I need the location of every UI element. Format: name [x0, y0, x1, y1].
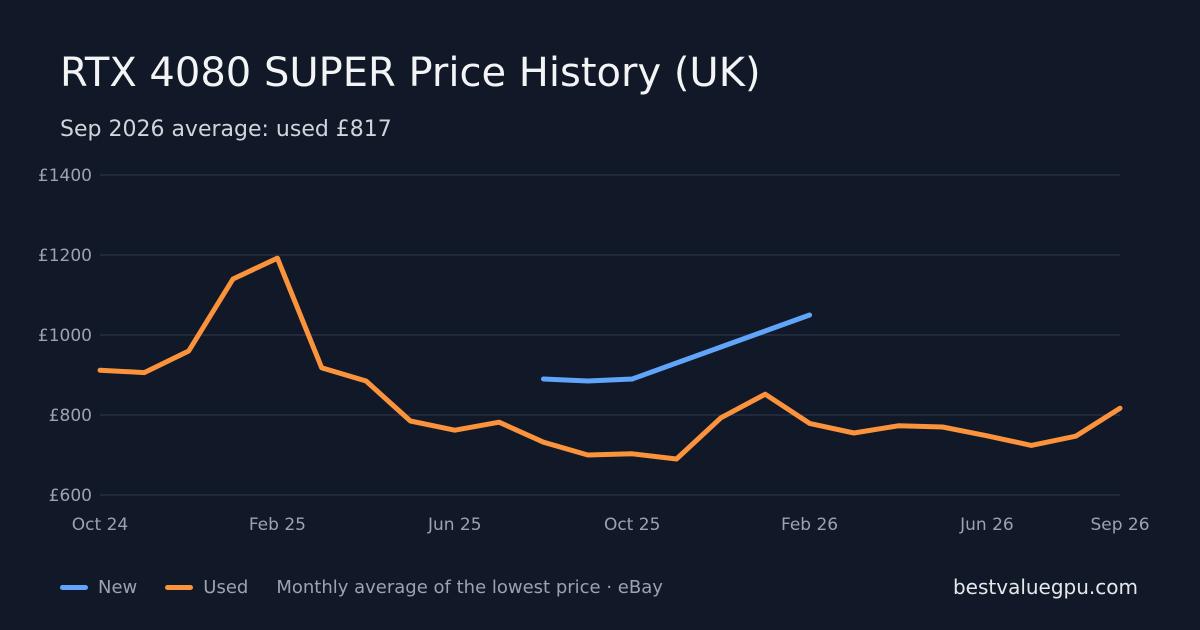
legend-item-used[interactable]: Used — [165, 577, 248, 598]
y-tick-label: £800 — [49, 406, 92, 426]
y-tick-label: £600 — [49, 486, 92, 506]
y-tick-label: £1400 — [38, 166, 92, 186]
y-tick-label: £1000 — [38, 326, 92, 346]
x-tick-label: Feb 26 — [781, 515, 838, 535]
series-line-used — [97, 255, 1123, 462]
legend-swatch-new — [60, 584, 88, 590]
series-line-new — [541, 312, 813, 384]
legend-label-used: Used — [203, 576, 249, 598]
y-tick-label: £1200 — [38, 246, 92, 266]
chart-title: RTX 4080 SUPER Price History (UK) — [60, 50, 761, 96]
source-note: Monthly average of the lowest price · eB… — [276, 576, 663, 598]
x-tick-label: Feb 25 — [249, 515, 306, 535]
y-axis-ticks: £600 £800 £1000 £1200 £1400 — [38, 166, 92, 506]
chart-subtitle: Sep 2026 average: used £817 — [60, 117, 392, 142]
x-tick-label: Sep 26 — [1090, 515, 1149, 535]
x-axis-ticks: Oct 24 Feb 25 Jun 25 Oct 25 Feb 26 Jun 26 Sep … — [72, 515, 1150, 535]
legend-swatch-used — [165, 584, 194, 590]
x-tick-label: Jun 25 — [427, 515, 482, 535]
grid-lines — [100, 174, 1120, 496]
legend-label-new: New — [98, 576, 138, 598]
legend-item-new[interactable]: New — [60, 577, 137, 598]
x-tick-label: Oct 24 — [72, 515, 128, 535]
chart-footer: New Used Monthly average of the lowest p… — [60, 572, 663, 602]
series-lines — [97, 255, 1123, 462]
x-tick-label: Jun 26 — [959, 515, 1014, 535]
x-tick-label: Oct 25 — [604, 515, 660, 535]
brand-link[interactable]: bestvaluegpu.com — [952, 575, 1138, 599]
